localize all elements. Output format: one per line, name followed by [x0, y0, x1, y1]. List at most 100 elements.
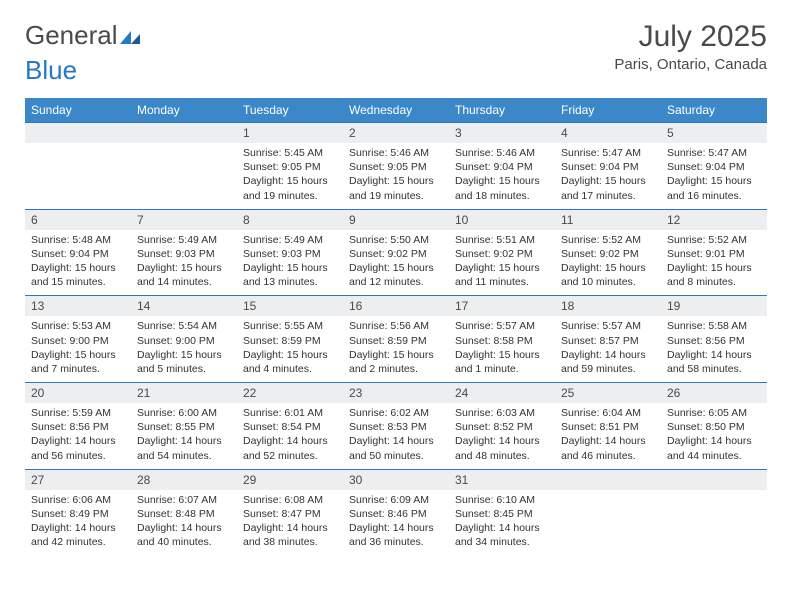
calendar-day-cell: 23Sunrise: 6:02 AMSunset: 8:53 PMDayligh… — [343, 382, 449, 469]
day-line: Sunrise: 5:57 AM — [455, 319, 549, 333]
day-line: Daylight: 15 hours — [455, 261, 549, 275]
day-line: and 40 minutes. — [137, 535, 231, 549]
day-line: and 52 minutes. — [243, 449, 337, 463]
calendar-day-cell: 7Sunrise: 5:49 AMSunset: 9:03 PMDaylight… — [131, 209, 237, 296]
day-line: and 16 minutes. — [667, 189, 761, 203]
day-line: Daylight: 15 hours — [455, 174, 549, 188]
day-line: Sunset: 8:51 PM — [561, 420, 655, 434]
day-number: 3 — [449, 122, 555, 143]
day-line: Sunrise: 5:58 AM — [667, 319, 761, 333]
calendar-day-cell — [131, 122, 237, 209]
day-line: Daylight: 15 hours — [455, 348, 549, 362]
day-line: Daylight: 14 hours — [667, 434, 761, 448]
day-content: Sunrise: 6:05 AMSunset: 8:50 PMDaylight:… — [661, 403, 767, 469]
month-title: July 2025 — [614, 20, 767, 54]
calendar-day-cell: 2Sunrise: 5:46 AMSunset: 9:05 PMDaylight… — [343, 122, 449, 209]
day-line: Sunset: 8:46 PM — [349, 507, 443, 521]
day-line: Sunset: 8:57 PM — [561, 334, 655, 348]
day-line: and 11 minutes. — [455, 275, 549, 289]
day-line: and 59 minutes. — [561, 362, 655, 376]
day-line: Sunset: 9:00 PM — [137, 334, 231, 348]
day-line: Sunrise: 6:08 AM — [243, 493, 337, 507]
day-line: and 13 minutes. — [243, 275, 337, 289]
day-line: Sunrise: 5:53 AM — [31, 319, 125, 333]
day-line: Sunrise: 5:52 AM — [667, 233, 761, 247]
calendar-day-cell — [555, 469, 661, 556]
day-content: Sunrise: 5:46 AMSunset: 9:04 PMDaylight:… — [449, 143, 555, 209]
day-line: and 42 minutes. — [31, 535, 125, 549]
day-content: Sunrise: 5:49 AMSunset: 9:03 PMDaylight:… — [237, 230, 343, 296]
day-line: Sunrise: 5:52 AM — [561, 233, 655, 247]
calendar-day-cell: 30Sunrise: 6:09 AMSunset: 8:46 PMDayligh… — [343, 469, 449, 556]
day-number: 29 — [237, 469, 343, 490]
day-number: 22 — [237, 382, 343, 403]
day-line: Sunset: 8:56 PM — [667, 334, 761, 348]
day-content: Sunrise: 5:53 AMSunset: 9:00 PMDaylight:… — [25, 316, 131, 382]
day-content: Sunrise: 5:52 AMSunset: 9:02 PMDaylight:… — [555, 230, 661, 296]
calendar-day-cell: 20Sunrise: 5:59 AMSunset: 8:56 PMDayligh… — [25, 382, 131, 469]
day-line: Daylight: 14 hours — [561, 434, 655, 448]
day-line: Sunset: 9:05 PM — [243, 160, 337, 174]
day-number: 4 — [555, 122, 661, 143]
weekday-header: Saturday — [661, 98, 767, 122]
calendar-day-cell: 18Sunrise: 5:57 AMSunset: 8:57 PMDayligh… — [555, 295, 661, 382]
day-number: 27 — [25, 469, 131, 490]
day-number: 7 — [131, 209, 237, 230]
day-line: Sunset: 9:04 PM — [561, 160, 655, 174]
day-line: Daylight: 15 hours — [243, 348, 337, 362]
calendar-day-cell — [25, 122, 131, 209]
day-line: and 38 minutes. — [243, 535, 337, 549]
day-number: 24 — [449, 382, 555, 403]
day-line: and 14 minutes. — [137, 275, 231, 289]
day-line: Daylight: 14 hours — [455, 434, 549, 448]
calendar-day-cell: 13Sunrise: 5:53 AMSunset: 9:00 PMDayligh… — [25, 295, 131, 382]
calendar-day-cell: 15Sunrise: 5:55 AMSunset: 8:59 PMDayligh… — [237, 295, 343, 382]
day-line: Sunset: 8:59 PM — [349, 334, 443, 348]
calendar-day-cell: 3Sunrise: 5:46 AMSunset: 9:04 PMDaylight… — [449, 122, 555, 209]
day-content: Sunrise: 6:09 AMSunset: 8:46 PMDaylight:… — [343, 490, 449, 556]
day-line: Sunset: 9:04 PM — [455, 160, 549, 174]
day-number — [25, 122, 131, 143]
day-number: 14 — [131, 295, 237, 316]
day-line: Sunrise: 5:50 AM — [349, 233, 443, 247]
day-content: Sunrise: 5:57 AMSunset: 8:58 PMDaylight:… — [449, 316, 555, 382]
day-number: 15 — [237, 295, 343, 316]
day-line: Sunset: 8:58 PM — [455, 334, 549, 348]
day-line: Daylight: 14 hours — [561, 348, 655, 362]
day-content: Sunrise: 5:46 AMSunset: 9:05 PMDaylight:… — [343, 143, 449, 209]
day-line: Sunset: 9:02 PM — [349, 247, 443, 261]
title-block: July 2025 Paris, Ontario, Canada — [614, 20, 767, 73]
day-line: Daylight: 15 hours — [243, 174, 337, 188]
day-content: Sunrise: 6:04 AMSunset: 8:51 PMDaylight:… — [555, 403, 661, 469]
day-content: Sunrise: 5:57 AMSunset: 8:57 PMDaylight:… — [555, 316, 661, 382]
day-line: Sunrise: 6:01 AM — [243, 406, 337, 420]
calendar-day-cell: 25Sunrise: 6:04 AMSunset: 8:51 PMDayligh… — [555, 382, 661, 469]
calendar-day-cell: 11Sunrise: 5:52 AMSunset: 9:02 PMDayligh… — [555, 209, 661, 296]
day-line: and 12 minutes. — [349, 275, 443, 289]
day-line: and 17 minutes. — [561, 189, 655, 203]
day-line: Sunset: 8:52 PM — [455, 420, 549, 434]
day-number: 20 — [25, 382, 131, 403]
day-line: Sunset: 8:45 PM — [455, 507, 549, 521]
day-line: and 50 minutes. — [349, 449, 443, 463]
day-line: Sunset: 9:02 PM — [455, 247, 549, 261]
day-number: 19 — [661, 295, 767, 316]
weekday-header: Sunday — [25, 98, 131, 122]
day-number: 10 — [449, 209, 555, 230]
day-line: Sunset: 9:04 PM — [667, 160, 761, 174]
day-number: 16 — [343, 295, 449, 316]
day-line: Sunset: 8:59 PM — [243, 334, 337, 348]
calendar-week-row: 13Sunrise: 5:53 AMSunset: 9:00 PMDayligh… — [25, 295, 767, 382]
day-line: Sunrise: 6:05 AM — [667, 406, 761, 420]
calendar-day-cell: 28Sunrise: 6:07 AMSunset: 8:48 PMDayligh… — [131, 469, 237, 556]
calendar-day-cell: 29Sunrise: 6:08 AMSunset: 8:47 PMDayligh… — [237, 469, 343, 556]
day-line: Daylight: 14 hours — [31, 521, 125, 535]
day-line: Sunset: 9:01 PM — [667, 247, 761, 261]
day-line: Daylight: 14 hours — [455, 521, 549, 535]
day-line: Sunset: 8:53 PM — [349, 420, 443, 434]
day-line: Daylight: 14 hours — [349, 434, 443, 448]
day-content: Sunrise: 5:59 AMSunset: 8:56 PMDaylight:… — [25, 403, 131, 469]
day-line: Daylight: 15 hours — [667, 261, 761, 275]
day-content: Sunrise: 5:45 AMSunset: 9:05 PMDaylight:… — [237, 143, 343, 209]
day-line: and 46 minutes. — [561, 449, 655, 463]
